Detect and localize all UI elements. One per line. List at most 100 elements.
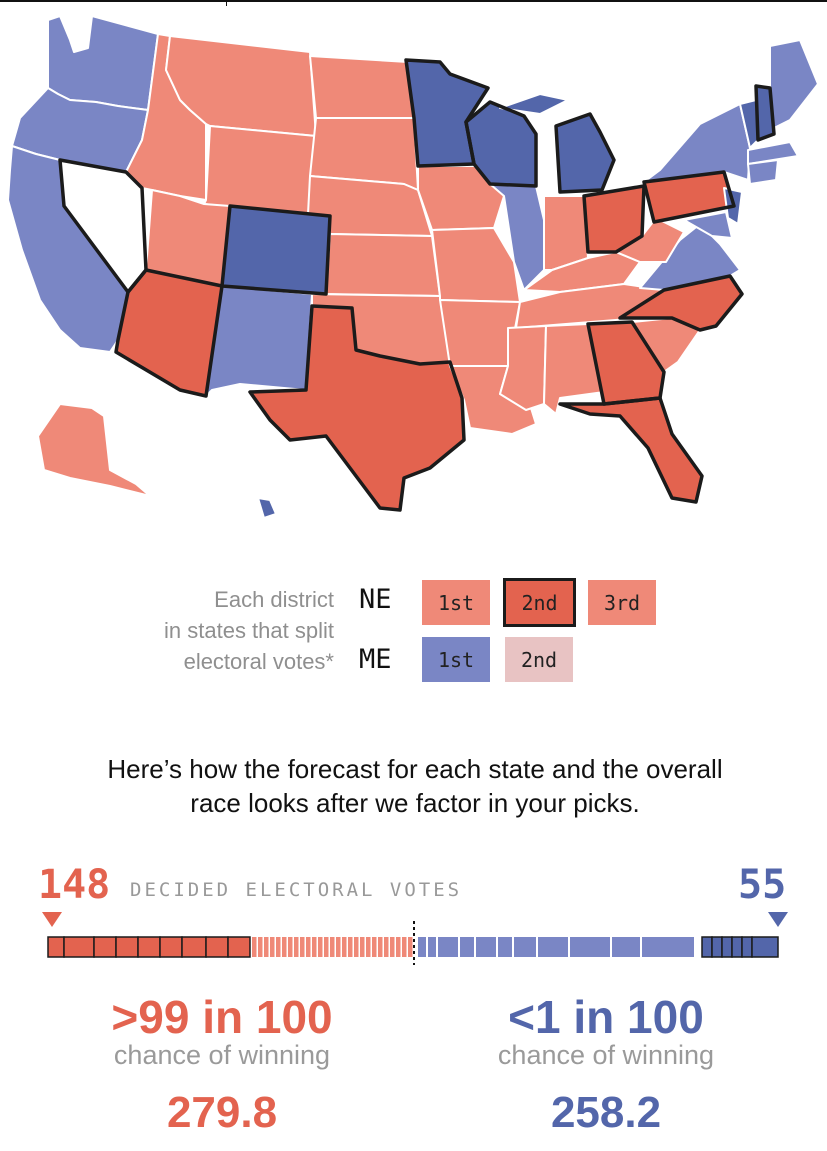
state-missouri[interactable] (431, 227, 521, 303)
bar-cell (418, 937, 426, 957)
dem-leaning-segment (418, 937, 694, 957)
dem-chance-label: chance of winning (497, 1040, 715, 1070)
caption-line: electoral votes* (183, 649, 334, 674)
bar-cell (612, 937, 640, 957)
bar-cell (159, 936, 183, 958)
state-new-mexico[interactable] (205, 285, 313, 397)
state-florida[interactable] (559, 397, 703, 503)
state-alaska[interactable] (37, 403, 151, 497)
top-rule (0, 0, 827, 2)
dem-win-odds: <1 in 100 (508, 991, 704, 1043)
ne-district-1[interactable]: 1st (422, 580, 490, 625)
bar-cell (498, 937, 512, 957)
dem-decided-ev: 55 (738, 862, 787, 908)
bar-cell (318, 937, 323, 957)
decided-ev-label: DECIDED ELECTORAL VOTES (130, 879, 463, 901)
bar-cell (408, 937, 413, 957)
state-connecticut[interactable] (747, 159, 779, 185)
bar-cell (366, 937, 371, 957)
bar-cell (570, 937, 610, 957)
bar-cell (300, 937, 305, 957)
state-maryland[interactable] (683, 211, 733, 239)
intro-line: Here’s how the forecast for each state a… (107, 754, 723, 784)
bar-cell (63, 936, 95, 958)
ne-district-3[interactable]: 3rd (588, 580, 656, 625)
bar-cell (115, 936, 139, 958)
bar-cell (227, 936, 251, 958)
bar-cell (270, 937, 275, 957)
bar-cell (258, 937, 263, 957)
bar-cell (711, 936, 723, 958)
bar-cell (47, 936, 65, 958)
dem-decided-segment (701, 936, 779, 958)
state-california[interactable] (7, 145, 129, 353)
state-colorado[interactable] (221, 205, 331, 295)
bar-cell (538, 937, 568, 957)
us-electoral-map (7, 15, 819, 519)
bar-cell (476, 937, 496, 957)
bar-cell (264, 937, 269, 957)
bar-cell (721, 936, 733, 958)
forecast-intro: Here’s how the forecast for each state a… (40, 752, 790, 820)
bar-cell (93, 936, 117, 958)
rep-chance-label: chance of winning (113, 1040, 331, 1070)
bar-cell (384, 937, 389, 957)
bar-cell (205, 936, 229, 958)
ne-district-2[interactable]: 2nd (503, 578, 576, 627)
bar-cell (312, 937, 317, 957)
rep-leaning-segment (252, 937, 413, 957)
bar-cell (330, 937, 335, 957)
bar-cell (402, 937, 407, 957)
state-new-york[interactable] (643, 103, 751, 183)
electoral-vote-bar (42, 912, 788, 965)
bar-cell (390, 937, 395, 957)
bar-cell (731, 936, 743, 958)
bar-cell (276, 937, 281, 957)
state-illinois[interactable] (489, 183, 545, 291)
bar-cell (181, 936, 207, 958)
top-rule-tick (226, 0, 227, 6)
bar-cell (324, 937, 329, 957)
bar-cell (294, 937, 299, 957)
state-massachusetts[interactable] (747, 141, 799, 165)
bar-cell (336, 937, 341, 957)
bar-cell (354, 937, 359, 957)
bar-cell (306, 937, 311, 957)
bar-cell (288, 937, 293, 957)
bar-cell (438, 937, 458, 957)
rep-decided-ev: 148 (38, 862, 111, 908)
state-wyoming[interactable] (203, 125, 317, 217)
caption-line: in states that split (164, 618, 334, 643)
bar-cell (428, 937, 436, 957)
bar-cell (741, 936, 753, 958)
battleground-outlines (58, 58, 776, 512)
state-indiana[interactable] (543, 195, 589, 271)
dem-average-ev: 258.2 (550, 1088, 662, 1137)
bar-cell (360, 937, 365, 957)
legend-state-me: ME (359, 644, 392, 675)
state-maine[interactable] (769, 39, 819, 129)
bar-cell (514, 937, 536, 957)
state-hawaii[interactable] (257, 497, 277, 519)
bar-cell (252, 937, 257, 957)
caption-line: Each district (214, 587, 334, 612)
bar-cell (460, 937, 474, 957)
bar-cell (282, 937, 287, 957)
state-kansas[interactable] (325, 233, 441, 297)
bar-cell (642, 937, 694, 957)
me-district-1[interactable]: 1st (422, 637, 490, 682)
legend-state-ne: NE (359, 584, 392, 615)
bar-cell (348, 937, 353, 957)
state-washington[interactable] (47, 15, 159, 111)
rep-decided-segment (47, 936, 251, 958)
rep-average-ev: 279.8 (166, 1088, 278, 1137)
dem-pointer-icon (768, 912, 788, 927)
me-district-2[interactable]: 2nd (505, 637, 573, 682)
bar-cell (137, 936, 161, 958)
rep-win-odds: >99 in 100 (111, 991, 333, 1043)
split-vote-caption: Each district in states that split elect… (90, 584, 334, 677)
rep-pointer-icon (42, 912, 62, 927)
intro-line: race looks after we factor in your picks… (190, 788, 640, 818)
state-north-dakota[interactable] (309, 55, 415, 119)
bar-cell (396, 937, 401, 957)
